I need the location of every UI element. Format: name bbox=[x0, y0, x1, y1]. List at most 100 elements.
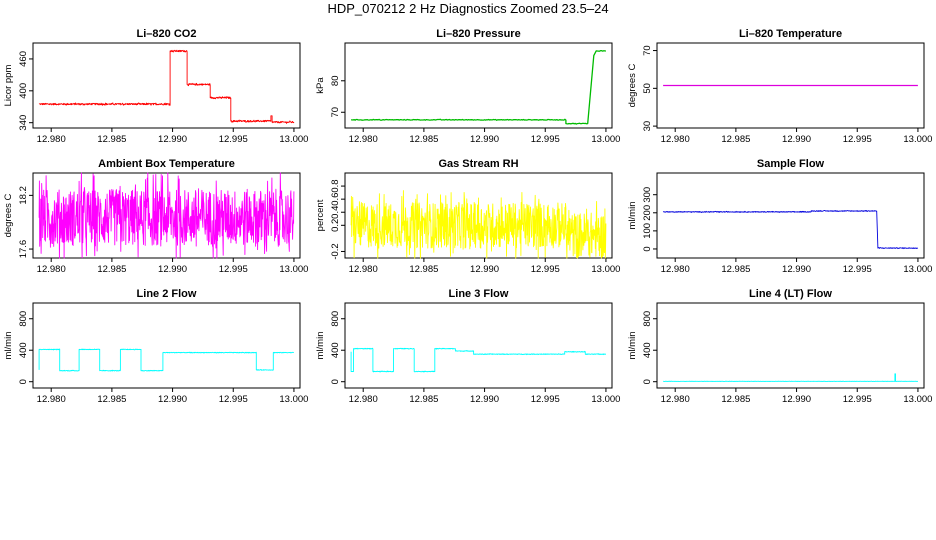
plot-frame bbox=[344, 302, 613, 389]
y-tick-label: 400 bbox=[18, 342, 29, 358]
y-tick-label: 80 bbox=[330, 75, 341, 86]
x-tick-label: 13.000 bbox=[903, 394, 932, 405]
panel-title: Line 3 Flow bbox=[449, 288, 509, 300]
x-tick-label: 13.000 bbox=[903, 264, 932, 275]
y-tick-label: 300 bbox=[642, 187, 653, 203]
y-axis-label: Licor ppm bbox=[3, 65, 14, 107]
x-tick-label: 12.995 bbox=[843, 134, 872, 145]
plot-frame bbox=[656, 42, 925, 129]
series-line-1 bbox=[662, 209, 919, 250]
x-tick-label: 12.980 bbox=[349, 394, 378, 405]
y-tick-label: 0 bbox=[330, 379, 341, 384]
x-tick-label: 12.985 bbox=[409, 134, 438, 145]
y-tick-label: 0.2 bbox=[330, 219, 341, 232]
y-tick-label: 200 bbox=[642, 205, 653, 221]
x-tick-label: 13.000 bbox=[903, 134, 932, 145]
x-tick-label: 12.990 bbox=[470, 264, 499, 275]
y-tick-label: 400 bbox=[642, 342, 653, 358]
y-tick-label: 0 bbox=[18, 379, 29, 384]
x-tick-label: 12.985 bbox=[97, 264, 126, 275]
x-tick-label: 12.985 bbox=[409, 394, 438, 405]
y-tick-label: 70 bbox=[330, 107, 341, 118]
plot-frame bbox=[344, 172, 613, 259]
panel-7: Line 2 Flow 12.980 12.985 12.990 12.995 13.00… bbox=[3, 288, 308, 405]
panel-title: Li–820 Temperature bbox=[739, 28, 842, 40]
x-tick-label: 12.985 bbox=[97, 394, 126, 405]
x-tick-label: 12.995 bbox=[531, 394, 560, 405]
x-tick-label: 13.000 bbox=[279, 264, 308, 275]
series-line-1 bbox=[38, 172, 295, 259]
y-axis-label: kPa bbox=[315, 77, 326, 94]
x-tick-label: 12.985 bbox=[409, 264, 438, 275]
panel-6: Sample Flow 12.980 12.985 12.990 12.995 13.00… bbox=[627, 158, 932, 275]
plot-frame bbox=[32, 172, 301, 259]
y-tick-label: 0 bbox=[642, 246, 653, 251]
series-line-1 bbox=[350, 190, 607, 259]
x-tick-label: 13.000 bbox=[279, 134, 308, 145]
y-tick-label: 800 bbox=[18, 311, 29, 327]
panel-title: Line 4 (LT) Flow bbox=[749, 288, 832, 300]
y-axis-label: ml/min bbox=[315, 332, 326, 360]
x-tick-label: 12.985 bbox=[721, 134, 750, 145]
x-tick-label: 12.995 bbox=[843, 264, 872, 275]
y-tick-label: 50 bbox=[642, 83, 653, 94]
series-line-1 bbox=[662, 373, 919, 382]
panel-title: Sample Flow bbox=[757, 158, 825, 170]
plot-frame bbox=[32, 42, 301, 129]
y-tick-label: 0.4 bbox=[330, 206, 341, 219]
x-tick-label: 13.000 bbox=[279, 394, 308, 405]
y-axis-label: degrees C bbox=[3, 193, 14, 237]
x-tick-label: 12.995 bbox=[219, 134, 248, 145]
x-tick-label: 12.980 bbox=[37, 394, 66, 405]
panel-3: Li–820 Temperature 12.980 12.985 12.990 12.9… bbox=[627, 28, 932, 145]
figure-title: HDP_070212 2 Hz Diagnostics Zoomed 23.5–… bbox=[327, 1, 609, 16]
y-tick-label: 800 bbox=[642, 311, 653, 327]
panel-9: Line 4 (LT) Flow 12.980 12.985 12.990 12.995… bbox=[627, 288, 932, 405]
y-tick-label: 400 bbox=[18, 83, 29, 99]
y-axis-label: ml/min bbox=[3, 332, 14, 360]
y-tick-label: 0.6 bbox=[330, 193, 341, 206]
panel-8: Line 3 Flow 12.980 12.985 12.990 12.995 13.00… bbox=[315, 288, 620, 405]
panel-2: Li–820 Pressure 12.980 12.985 12.990 12.995 1… bbox=[315, 28, 620, 145]
panel-title: Line 2 Flow bbox=[137, 288, 197, 300]
x-tick-label: 12.985 bbox=[721, 394, 750, 405]
y-tick-label: 800 bbox=[330, 311, 341, 327]
x-tick-label: 12.995 bbox=[531, 264, 560, 275]
y-tick-label: 18.2 bbox=[18, 186, 29, 205]
plot-frame bbox=[32, 302, 301, 389]
y-tick-label: 0.8 bbox=[330, 179, 341, 192]
x-tick-label: 12.985 bbox=[721, 264, 750, 275]
x-tick-label: 12.995 bbox=[219, 264, 248, 275]
y-tick-label: 70 bbox=[642, 45, 653, 56]
y-axis-label: percent bbox=[315, 199, 326, 231]
x-tick-label: 13.000 bbox=[591, 394, 620, 405]
series-line-1 bbox=[38, 49, 295, 124]
x-tick-label: 12.990 bbox=[158, 394, 187, 405]
x-tick-label: 12.995 bbox=[219, 394, 248, 405]
plot-frame bbox=[656, 172, 925, 259]
x-tick-label: 12.990 bbox=[158, 264, 187, 275]
plot-frame bbox=[656, 302, 925, 389]
y-tick-label: 30 bbox=[642, 121, 653, 132]
x-tick-label: 12.980 bbox=[37, 264, 66, 275]
y-tick-label: 17.6 bbox=[18, 240, 29, 258]
y-tick-label: 0 bbox=[642, 379, 653, 384]
x-tick-label: 12.990 bbox=[470, 134, 499, 145]
x-tick-label: 12.990 bbox=[782, 134, 811, 145]
x-tick-label: 12.990 bbox=[782, 264, 811, 275]
y-axis-label: ml/min bbox=[627, 202, 638, 230]
x-tick-label: 12.980 bbox=[661, 394, 690, 405]
y-tick-label: 400 bbox=[330, 342, 341, 358]
y-tick-label: -0.2 bbox=[330, 243, 341, 259]
y-tick-label: 460 bbox=[18, 51, 29, 67]
x-tick-label: 12.985 bbox=[97, 134, 126, 145]
x-tick-label: 12.990 bbox=[782, 394, 811, 405]
y-axis-label: ml/min bbox=[627, 332, 638, 360]
x-tick-label: 13.000 bbox=[591, 134, 620, 145]
panel-1: Li–820 CO2 12.980 12.985 12.990 12.995 13.000… bbox=[3, 28, 308, 145]
panel-title: Ambient Box Temperature bbox=[98, 158, 235, 170]
y-tick-label: 340 bbox=[18, 115, 29, 131]
panel-title: Gas Stream RH bbox=[438, 158, 518, 170]
panel-5: Gas Stream RH 12.980 12.985 12.990 12.995 13.… bbox=[315, 158, 620, 275]
panel-4: Ambient Box Temperature 12.980 12.985 12.99… bbox=[3, 158, 308, 275]
